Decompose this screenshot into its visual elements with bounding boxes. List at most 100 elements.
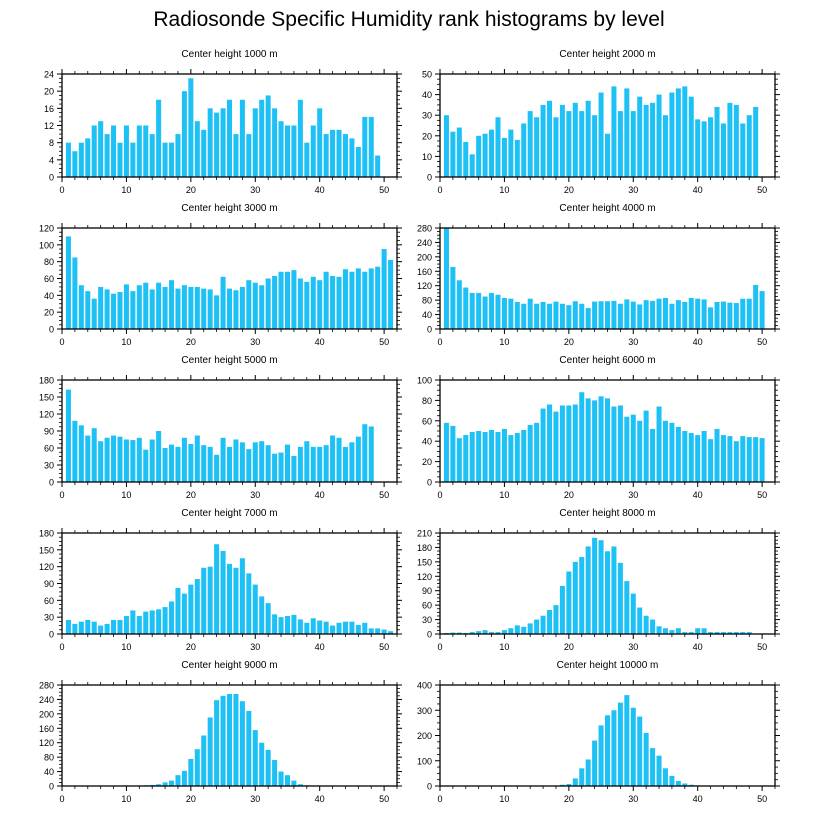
x-tick-label: 30 bbox=[628, 794, 638, 804]
y-tick-label: 16 bbox=[44, 104, 54, 114]
histogram-bar bbox=[669, 303, 675, 329]
histogram-bar bbox=[65, 619, 71, 634]
histogram-bar bbox=[708, 117, 714, 177]
histogram-bar bbox=[701, 121, 707, 177]
y-tick-label: 0 bbox=[427, 630, 432, 640]
y-tick-label: 150 bbox=[417, 557, 432, 567]
histogram-bar bbox=[175, 587, 181, 634]
histogram-bar bbox=[284, 616, 290, 634]
histogram-bar bbox=[259, 596, 265, 634]
histogram-bar bbox=[111, 125, 117, 177]
y-tick-label: 180 bbox=[39, 529, 54, 539]
histogram-bar bbox=[753, 106, 759, 177]
histogram-bar bbox=[572, 561, 578, 634]
histogram-bar bbox=[682, 632, 688, 634]
histogram-bar bbox=[330, 275, 336, 329]
histogram-bar bbox=[630, 301, 636, 329]
histogram-bar bbox=[476, 431, 482, 482]
histogram-bar bbox=[310, 125, 316, 177]
histogram-bar bbox=[746, 632, 752, 634]
histogram-bar bbox=[259, 441, 265, 482]
histogram-bar bbox=[682, 301, 688, 329]
histogram-bar bbox=[559, 405, 565, 482]
histogram-bar bbox=[214, 700, 220, 786]
y-tick-label: 180 bbox=[417, 543, 432, 553]
x-tick-label: 10 bbox=[499, 642, 509, 652]
x-tick-label: 30 bbox=[628, 337, 638, 347]
histogram-bar bbox=[388, 631, 394, 634]
chart-panel-4: Center height 4000 m04080120160200240280… bbox=[417, 203, 780, 347]
y-tick-label: 200 bbox=[39, 709, 54, 719]
histogram-bar bbox=[226, 694, 233, 786]
histogram-bar bbox=[592, 740, 598, 786]
histogram-bar bbox=[111, 293, 117, 329]
x-tick-label: 40 bbox=[693, 337, 703, 347]
histogram-bar bbox=[495, 294, 501, 329]
histogram-bar bbox=[85, 619, 91, 634]
x-tick-label: 20 bbox=[186, 490, 196, 500]
x-tick-label: 0 bbox=[437, 490, 442, 500]
histogram-bar bbox=[547, 609, 553, 634]
histogram-bar bbox=[656, 94, 662, 177]
histogram-bar bbox=[540, 301, 546, 329]
histogram-bar bbox=[695, 435, 701, 482]
y-tick-label: 40 bbox=[422, 310, 432, 320]
histogram-bar bbox=[540, 408, 546, 482]
y-tick-label: 150 bbox=[39, 393, 54, 403]
histogram-bar bbox=[291, 614, 297, 634]
histogram-bar bbox=[746, 437, 752, 482]
histogram-bar bbox=[349, 271, 355, 329]
histogram-bar bbox=[469, 432, 475, 482]
histogram-bar bbox=[188, 758, 194, 786]
histogram-bar bbox=[527, 111, 533, 177]
y-tick-label: 100 bbox=[417, 756, 432, 766]
histogram-bar bbox=[143, 282, 149, 329]
histogram-bar bbox=[65, 142, 71, 177]
histogram-bar bbox=[456, 632, 462, 634]
x-tick-label: 10 bbox=[121, 337, 131, 347]
x-tick-label: 50 bbox=[379, 490, 389, 500]
histogram-bar bbox=[214, 454, 220, 482]
histogram-bar bbox=[514, 433, 520, 482]
histogram-bar bbox=[695, 628, 701, 634]
histogram-bar bbox=[637, 304, 643, 329]
histogram-bar bbox=[482, 133, 488, 177]
histogram-bar bbox=[143, 611, 149, 634]
histogram-bar bbox=[111, 435, 117, 482]
x-tick-label: 50 bbox=[379, 794, 389, 804]
histogram-bar bbox=[130, 142, 136, 177]
histogram-bar bbox=[188, 286, 194, 329]
x-tick-label: 40 bbox=[693, 794, 703, 804]
histogram-bar bbox=[330, 129, 336, 177]
histogram-bar bbox=[695, 119, 701, 177]
histogram-bar bbox=[201, 129, 207, 177]
histogram-bar bbox=[514, 301, 520, 329]
histogram-bar bbox=[566, 571, 572, 634]
histogram-bar bbox=[104, 623, 110, 634]
histogram-bar bbox=[630, 707, 636, 786]
chart-panel-3: Center height 3000 m 0 20 40 60 80 100 120 0 10 20… bbox=[39, 203, 402, 347]
histogram-bar bbox=[239, 99, 245, 177]
histogram-bar bbox=[252, 584, 258, 634]
y-tick-label: 4 bbox=[49, 155, 54, 165]
histogram-bar bbox=[508, 129, 514, 177]
x-tick-label: 40 bbox=[315, 794, 325, 804]
histogram-bar bbox=[495, 432, 501, 482]
histogram-bar bbox=[194, 749, 200, 786]
histogram-bar bbox=[579, 303, 585, 329]
histogram-bar bbox=[579, 557, 585, 634]
histogram-bar bbox=[336, 276, 342, 329]
histogram-bar bbox=[233, 694, 239, 786]
x-tick-label: 30 bbox=[250, 642, 260, 652]
x-tick-label: 20 bbox=[564, 642, 574, 652]
histogram-bar bbox=[181, 91, 187, 177]
histogram-bar bbox=[617, 111, 623, 177]
histogram-bar bbox=[508, 628, 514, 634]
histogram-bar bbox=[214, 112, 220, 178]
histogram-bar bbox=[272, 108, 278, 177]
histogram-bar bbox=[98, 625, 104, 634]
x-tick-label: 30 bbox=[628, 185, 638, 195]
histogram-bar bbox=[740, 123, 746, 177]
x-tick-label: 20 bbox=[186, 337, 196, 347]
histogram-bar bbox=[181, 437, 187, 482]
